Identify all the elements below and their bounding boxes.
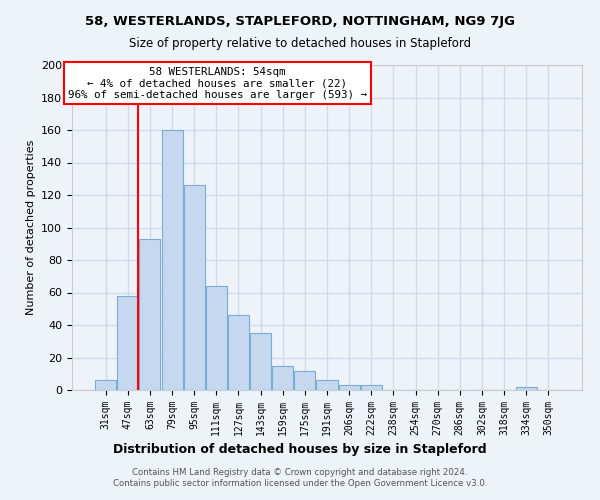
- Y-axis label: Number of detached properties: Number of detached properties: [26, 140, 35, 315]
- Bar: [228, 316, 249, 390]
- Text: 58, WESTERLANDS, STAPLEFORD, NOTTINGHAM, NG9 7JG: 58, WESTERLANDS, STAPLEFORD, NOTTINGHAM,…: [85, 15, 515, 28]
- Text: Size of property relative to detached houses in Stapleford: Size of property relative to detached ho…: [129, 38, 471, 51]
- Bar: [338, 385, 359, 390]
- Bar: [206, 286, 227, 390]
- Bar: [272, 366, 293, 390]
- Bar: [139, 239, 160, 390]
- Bar: [250, 333, 271, 390]
- Bar: [161, 130, 182, 390]
- Text: Distribution of detached houses by size in Stapleford: Distribution of detached houses by size …: [113, 442, 487, 456]
- Bar: [95, 380, 116, 390]
- Bar: [515, 387, 536, 390]
- Bar: [118, 296, 139, 390]
- Bar: [316, 380, 338, 390]
- Text: 58 WESTERLANDS: 54sqm
← 4% of detached houses are smaller (22)
96% of semi-detac: 58 WESTERLANDS: 54sqm ← 4% of detached h…: [68, 66, 367, 100]
- Bar: [361, 385, 382, 390]
- Bar: [295, 370, 316, 390]
- Bar: [184, 185, 205, 390]
- Text: Contains HM Land Registry data © Crown copyright and database right 2024.
Contai: Contains HM Land Registry data © Crown c…: [113, 468, 487, 487]
